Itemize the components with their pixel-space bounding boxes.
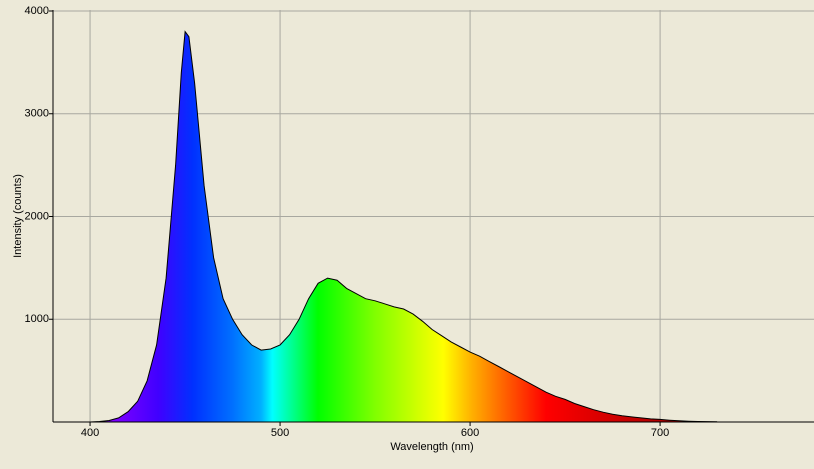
spectrum-line	[90, 30, 718, 423]
x-tick-label: 700	[651, 427, 669, 439]
y-tick-label: 2000	[25, 210, 49, 222]
y-tick-label: 1000	[25, 313, 49, 325]
y-axis-label: Intensity (counts)	[12, 174, 24, 258]
x-tick-label: 600	[461, 427, 479, 439]
x-axis-label: Wavelength (nm)	[390, 441, 473, 453]
spectrum-area	[90, 31, 718, 422]
y-tick-label: 4000	[25, 5, 49, 17]
y-tick-label: 3000	[25, 108, 49, 120]
x-tick-label: 400	[81, 427, 99, 439]
x-tick-label: 500	[271, 427, 289, 439]
